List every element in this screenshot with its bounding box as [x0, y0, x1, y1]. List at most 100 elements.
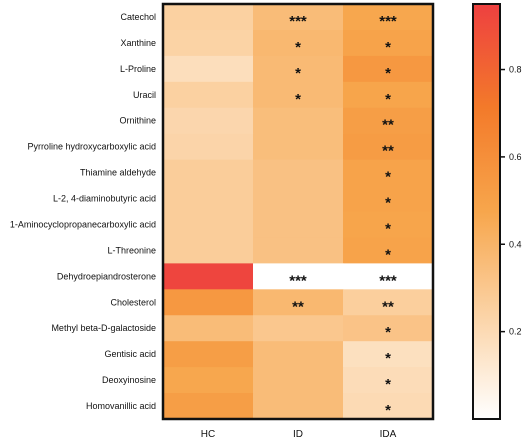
heatmap-cell: [163, 185, 254, 212]
column-label: IDA: [380, 429, 397, 440]
heatmap-cell: [163, 315, 254, 342]
colorbar-ticks: 0.2 0.4 0.6 0.8: [500, 65, 522, 337]
heatmap-cell: [343, 367, 434, 394]
heatmap-cell: [253, 367, 344, 394]
heatmap-cell: [343, 315, 434, 342]
significance-star: **: [292, 298, 304, 315]
significance-star: *: [385, 324, 391, 341]
heatmap-cell: [163, 29, 254, 57]
heatmap-cell: [253, 393, 344, 420]
heatmap-cell: [343, 185, 434, 212]
heatmap-cell: [343, 81, 434, 109]
significance-star: *: [385, 376, 391, 393]
heatmap-cell: [343, 4, 434, 31]
row-label: L-Threonine: [107, 245, 156, 255]
colorbar-tick-label: 0.2: [509, 327, 522, 337]
heatmap-cell: [163, 289, 254, 316]
column-label: HC: [201, 429, 215, 440]
significance-star: *: [385, 65, 391, 82]
significance-star: *: [385, 91, 391, 108]
column-label: ID: [293, 429, 303, 440]
significance-star: ***: [379, 272, 397, 289]
row-label: Pyrroline hydroxycarboxylic acid: [27, 142, 156, 152]
heatmap-cell: [163, 4, 254, 31]
heatmap-cell: [253, 315, 344, 342]
significance-star: *: [385, 195, 391, 212]
row-label: L-2, 4-diaminobutyric acid: [53, 194, 156, 204]
row-label: Gentisic acid: [104, 349, 156, 359]
significance-star: **: [382, 298, 394, 315]
colorbar-tick-label: 0.6: [509, 152, 522, 162]
heatmap-cell: [343, 393, 434, 420]
heatmap-cell: [253, 29, 344, 57]
significance-star: *: [385, 169, 391, 186]
significance-star: *: [295, 39, 301, 56]
heatmap-cell: [163, 367, 254, 394]
heatmap-cell: [253, 4, 344, 31]
heatmap-cell: [163, 211, 254, 238]
heatmap-cell: [343, 341, 434, 368]
heatmap-cells: [163, 4, 434, 420]
row-label: 1-Aminocyclopropanecarboxylic acid: [10, 219, 156, 229]
colorbar-tick-label: 0.4: [509, 239, 522, 249]
heatmap-cell: [163, 81, 254, 109]
significance-star: *: [385, 220, 391, 237]
heatmap-cell: [343, 237, 434, 264]
heatmap-cell: [253, 211, 344, 238]
significance-star: ***: [289, 272, 307, 289]
heatmap-cell: [253, 341, 344, 368]
heatmap-frame: [161, 2, 435, 421]
row-label: Homovanillic acid: [86, 401, 156, 411]
heatmap-cell: [343, 159, 434, 187]
heatmap-cell: [253, 133, 344, 161]
significance-star: *: [385, 402, 391, 419]
heatmap-cell: [163, 341, 254, 368]
significance-star: *: [385, 39, 391, 56]
colorbar: [472, 3, 501, 420]
significance-star: **: [382, 143, 394, 160]
heatmap-cell: [163, 263, 254, 290]
significance-star: *: [295, 91, 301, 108]
row-label: Catechol: [120, 12, 156, 22]
heatmap-cell: [253, 237, 344, 264]
significance-star: **: [382, 117, 394, 134]
heatmap-cell: [163, 159, 254, 187]
heatmap-cell: [343, 263, 434, 290]
row-label: Uracil: [133, 90, 156, 100]
heatmap-cell: [343, 107, 434, 135]
significance-star: *: [385, 350, 391, 367]
significance-star: *: [385, 246, 391, 263]
row-label: Thiamine aldehyde: [80, 168, 156, 178]
heatmap-cell: [163, 107, 254, 135]
colorbar-tick-label: 0.8: [509, 65, 522, 75]
heatmap-cell: [253, 55, 344, 83]
row-label: Deoxyinosine: [102, 375, 156, 385]
row-label: Cholesterol: [110, 297, 156, 307]
column-labels: HC ID IDA: [201, 429, 397, 440]
heatmap-cell: [253, 81, 344, 109]
row-label: Dehydroepiandrosterone: [57, 271, 156, 281]
significance-star: ***: [379, 13, 397, 30]
heatmap-cell: [343, 29, 434, 57]
heatmap-cell: [253, 289, 344, 316]
heatmap-cell: [163, 237, 254, 264]
heatmap-cell: [343, 289, 434, 316]
significance-markers: *** **** ** ** ************ ***** ******: [289, 13, 397, 419]
row-labels: Catechol Xanthine L-Proline Uracil Ornithine…: [10, 12, 156, 411]
heatmap-cell: [163, 393, 254, 420]
heatmap-cell: [343, 55, 434, 83]
heatmap-cell: [253, 107, 344, 135]
row-label: L-Proline: [120, 64, 156, 74]
significance-star: ***: [289, 13, 307, 30]
heatmap-cell: [253, 159, 344, 187]
row-label: Methyl beta-D-galactoside: [51, 323, 156, 333]
heatmap-cell: [253, 263, 344, 290]
heatmap-cell: [163, 133, 254, 161]
row-label: Ornithine: [119, 116, 156, 126]
heatmap-cell: [343, 211, 434, 238]
heatmap-cell: [343, 133, 434, 161]
heatmap-cell: [163, 55, 254, 83]
heatmap-cell: [253, 185, 344, 212]
row-label: Xanthine: [120, 38, 156, 48]
